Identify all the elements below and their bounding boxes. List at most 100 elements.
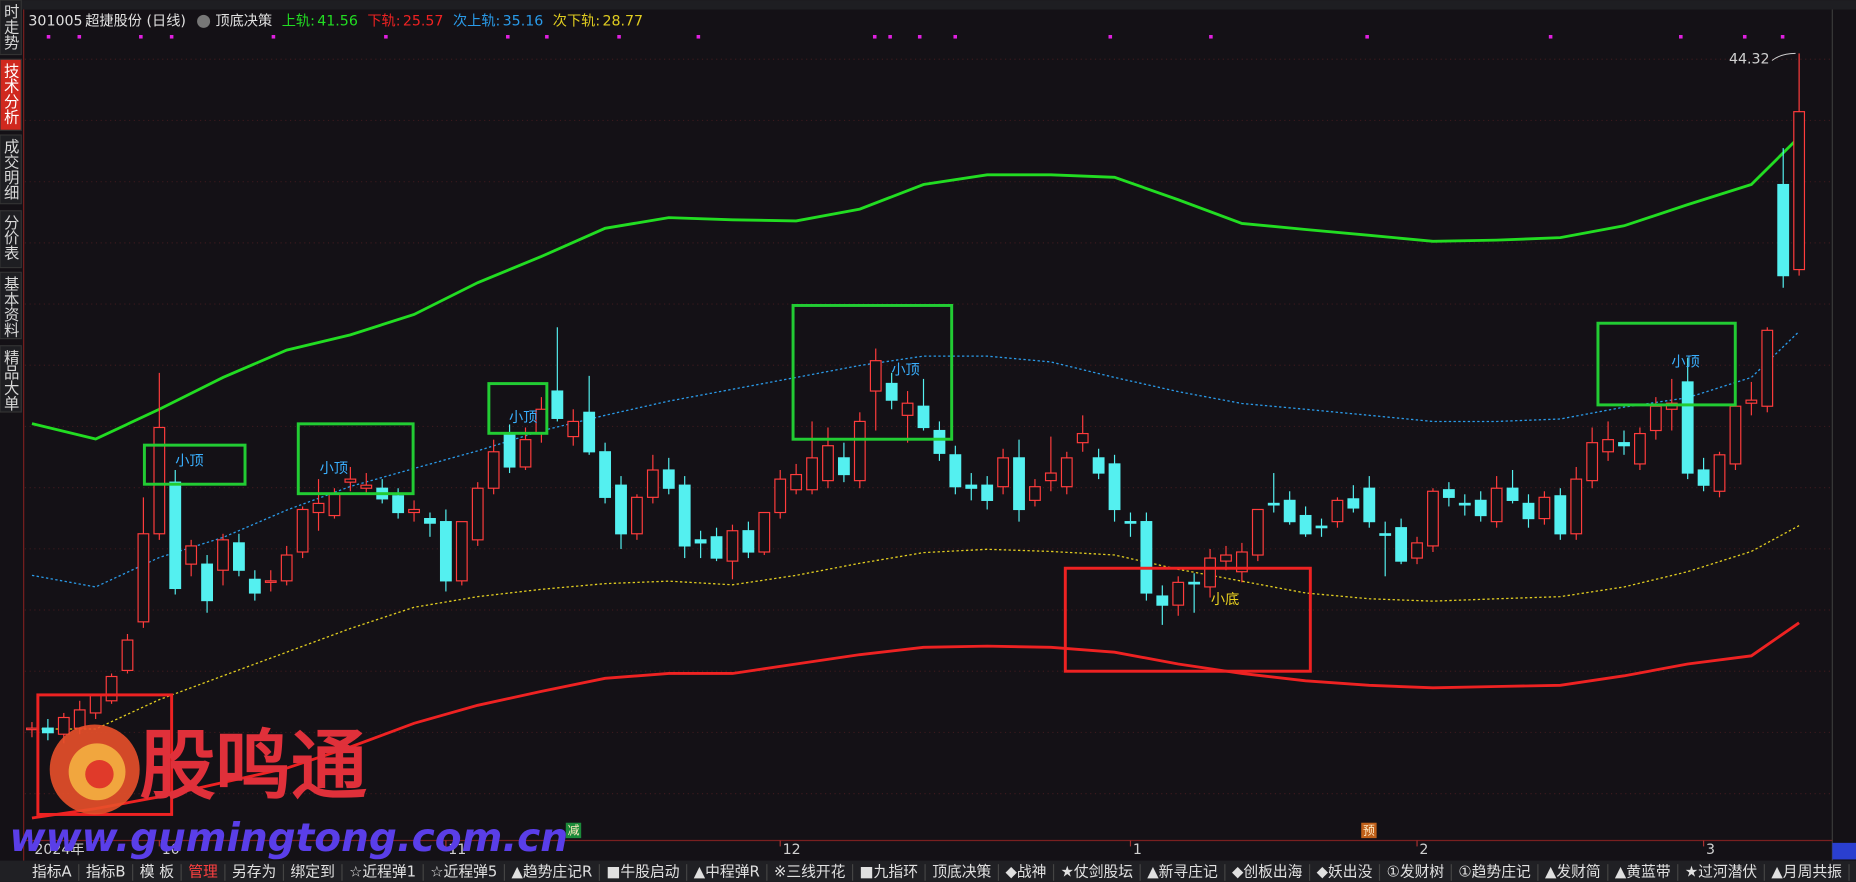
toolbar-item[interactable]: ◆妖出没	[1317, 863, 1373, 880]
toolbar-item[interactable]: ◆创板出海	[1232, 862, 1303, 880]
candle-body	[1235, 551, 1248, 573]
candle-body	[551, 390, 564, 419]
toolbar-item[interactable]: 管理	[188, 863, 218, 880]
candle-body	[73, 709, 86, 729]
side-tab[interactable]	[0, 58, 22, 131]
toolbar-item[interactable]: ★过河潜伏	[1685, 863, 1758, 880]
toolbar-item[interactable]: ■九指环	[860, 863, 918, 880]
candle-body	[933, 429, 946, 454]
watermark-brand: 股鸣通	[140, 721, 368, 810]
candle-body	[567, 420, 580, 438]
candle-body	[1092, 457, 1105, 474]
toolbar-item[interactable]: ▲中程弹R	[694, 863, 760, 880]
corner-button[interactable]	[1832, 842, 1856, 860]
toolbar-item[interactable]: ◆战神	[1006, 863, 1047, 880]
candle-body	[1315, 525, 1328, 529]
legend-value: 28.77	[602, 13, 643, 29]
legend-value: 25.57	[403, 13, 444, 29]
side-tab-label[interactable]: 技术分析	[2, 62, 20, 124]
top-box	[791, 303, 954, 441]
side-tab[interactable]	[0, 345, 22, 413]
toolbar-item[interactable]: 另存为	[232, 863, 276, 880]
candle-body	[105, 675, 118, 702]
toolbar-item[interactable]: ▲发财简	[1545, 863, 1601, 880]
candle-body	[1204, 557, 1216, 588]
candle-body	[201, 563, 214, 602]
signal-dot	[46, 35, 51, 39]
toolbar-item[interactable]: 顶底决策	[932, 863, 991, 880]
candle-body	[1442, 489, 1455, 498]
side-tab[interactable]	[0, 134, 22, 205]
signal-dot	[139, 35, 143, 39]
side-tab-label[interactable]: 时走势	[2, 3, 20, 51]
candle-body	[57, 716, 70, 735]
indicator-icon[interactable]	[197, 14, 211, 28]
candle-body	[1172, 581, 1185, 606]
candle-body	[1363, 487, 1376, 523]
toolbar-item[interactable]: 指标B	[86, 863, 126, 880]
candle-body	[583, 411, 596, 453]
signal-dot	[1548, 35, 1553, 39]
signal-dot	[1108, 35, 1113, 39]
side-tab-label[interactable]: 分价表	[2, 214, 20, 261]
candle-body	[726, 530, 739, 562]
side-tab[interactable]	[0, 271, 22, 340]
candle-body	[965, 484, 978, 489]
side-tab-label[interactable]: 基本资料	[2, 275, 20, 337]
candle-body	[1458, 502, 1471, 506]
toolbar-item[interactable]: ★仗剑股坛	[1061, 863, 1134, 880]
signal-dot	[888, 35, 892, 39]
top-toolbar	[0, 0, 1856, 10]
candle-body	[217, 539, 229, 571]
candle-body	[1713, 454, 1726, 492]
signal-dot	[1679, 35, 1683, 39]
candle-body	[121, 639, 134, 672]
toolbar-item[interactable]: 绑定到	[291, 863, 335, 880]
candle-body	[869, 360, 882, 392]
toolbar-item[interactable]: ※三线开花	[774, 863, 846, 880]
toolbar-item[interactable]: ■牛股启动	[606, 863, 679, 880]
toolbar-item[interactable]: 指标A	[32, 863, 72, 880]
candle-body	[1013, 457, 1025, 511]
candle-body	[837, 457, 850, 476]
annotation: 小顶	[509, 410, 537, 426]
toolbar-item[interactable]: ☆近程弹5	[430, 863, 497, 880]
logo-core	[85, 760, 114, 789]
date-label: 11	[448, 842, 466, 858]
candle-body	[790, 473, 803, 491]
toolbar-item[interactable]: ▲趋势庄记R	[511, 862, 592, 880]
stock-code: 301005	[28, 13, 82, 29]
toolbar-item[interactable]: ▲月周共振	[1771, 863, 1842, 880]
signal-dot	[696, 35, 701, 39]
watermark-url: www.gumingtong.com.cn	[9, 816, 568, 861]
signal-dot	[506, 35, 510, 39]
annotation: 小顶	[320, 461, 348, 477]
indicator-name[interactable]: 顶底决策	[215, 12, 272, 29]
candle-body	[487, 451, 500, 489]
candle-body	[248, 578, 261, 594]
candle-body	[26, 727, 38, 731]
candle-body	[1029, 486, 1041, 501]
date-label: 10	[162, 842, 180, 858]
signal-dot	[384, 35, 388, 39]
candle-body	[1299, 514, 1312, 535]
side-tab[interactable]	[0, 0, 22, 56]
toolbar-item[interactable]: ①发财树	[1387, 863, 1445, 880]
candle-body	[981, 484, 994, 501]
candle-body	[1649, 405, 1662, 432]
toolbar-item[interactable]: 模 板	[140, 862, 174, 880]
toolbar-item[interactable]: ▲黄蓝带	[1615, 863, 1671, 880]
toolbar-item[interactable]: ①趋势庄记	[1458, 862, 1531, 880]
candle-body	[1777, 183, 1790, 277]
side-tab-label[interactable]: 成交明细	[2, 138, 20, 200]
signal-dot	[545, 35, 549, 39]
side-tab-label[interactable]: 精品大单	[2, 349, 20, 411]
toolbar-item[interactable]: ☆近程弹1	[349, 863, 416, 880]
side-tab[interactable]	[0, 210, 22, 269]
candle-body	[1729, 405, 1742, 465]
candle-body	[1761, 329, 1774, 407]
toolbar-item[interactable]: ▲新寻庄记	[1147, 862, 1218, 880]
candle-body	[1251, 508, 1264, 556]
